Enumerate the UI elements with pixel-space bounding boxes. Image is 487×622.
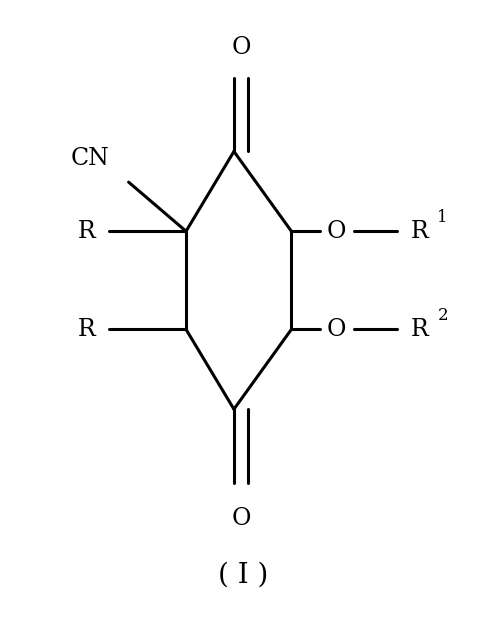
Text: ( I ): ( I ): [218, 562, 269, 588]
Text: 2: 2: [437, 307, 448, 325]
Text: O: O: [327, 318, 347, 341]
Text: R: R: [77, 318, 95, 341]
Text: CN: CN: [71, 147, 110, 170]
Text: R: R: [411, 318, 429, 341]
Text: R: R: [411, 220, 429, 243]
Text: O: O: [327, 220, 347, 243]
Text: 1: 1: [437, 209, 448, 226]
Text: O: O: [231, 508, 251, 531]
Text: R: R: [77, 220, 95, 243]
Text: O: O: [231, 37, 251, 59]
